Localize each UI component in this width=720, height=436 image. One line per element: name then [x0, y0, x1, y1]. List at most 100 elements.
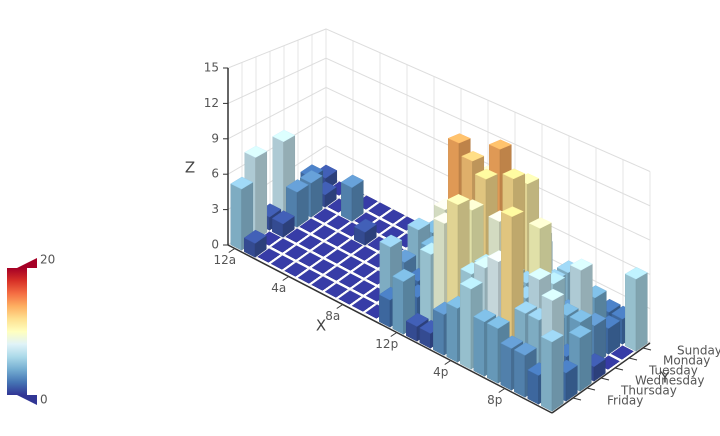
- bar-top: [474, 168, 498, 180]
- bar: [285, 228, 309, 243]
- bar-top: [325, 266, 349, 281]
- bar-top: [257, 248, 281, 263]
- bar: [325, 249, 349, 264]
- bar-front: [514, 349, 526, 398]
- x-tick: [390, 332, 398, 337]
- y-tick: [586, 387, 596, 391]
- bar: [353, 246, 377, 261]
- bar-top: [447, 133, 471, 144]
- x-axis: [227, 244, 553, 414]
- bar: [285, 179, 309, 228]
- bar: [352, 280, 376, 295]
- bar: [270, 255, 294, 270]
- bar: [313, 208, 337, 223]
- y-tick-label: Thursday: [620, 384, 677, 398]
- bar: [324, 283, 348, 298]
- grid-line: [227, 86, 651, 241]
- x-axis-name: X: [316, 317, 326, 335]
- bar-top: [351, 297, 375, 312]
- bar-top: [446, 194, 470, 205]
- bar: [368, 202, 392, 217]
- bar-top: [298, 252, 322, 267]
- visual-map-handle: [17, 395, 37, 405]
- x-tick-label: 8a: [325, 309, 340, 323]
- x-tick: [228, 248, 236, 253]
- y-tick-label: Wednesday: [635, 374, 704, 388]
- bar-front: [230, 183, 242, 251]
- bar-top: [569, 309, 593, 323]
- bar-front: [446, 302, 458, 363]
- x-tick: [444, 360, 452, 365]
- bar-top: [311, 276, 335, 291]
- bar: [297, 269, 321, 284]
- bar-top: [459, 276, 483, 290]
- bar-top: [473, 309, 497, 323]
- z-tick-label: 9: [211, 131, 219, 145]
- bar: [243, 229, 267, 258]
- bar: [338, 273, 362, 288]
- bar-top: [540, 329, 564, 343]
- bar-top: [569, 258, 593, 271]
- bar-top: [243, 229, 267, 244]
- bar-top: [312, 225, 336, 240]
- bar-top: [486, 315, 510, 329]
- bar-top: [528, 217, 552, 229]
- bar-side: [255, 150, 268, 241]
- bar: [271, 210, 295, 238]
- z-tick-label: 12: [204, 96, 219, 110]
- z-tick-label: 0: [211, 238, 219, 252]
- y-tick-label: Tuesday: [648, 364, 698, 378]
- bar: [325, 266, 349, 281]
- bar-top: [271, 238, 295, 253]
- bar: [339, 239, 363, 254]
- bar-front: [433, 308, 445, 356]
- labels: 0 3 6 9 12 15 12a 4a 8a 12p 4p 8p FridayThursdayWedn…: [204, 61, 720, 414]
- bar: [312, 242, 336, 257]
- bar: [257, 248, 281, 263]
- bar: [298, 235, 322, 250]
- bar: [298, 252, 322, 267]
- bar-top: [230, 176, 254, 190]
- bar: [381, 209, 405, 224]
- z-tick-label: 15: [204, 61, 219, 75]
- y-tick-label: Friday: [607, 394, 643, 408]
- bar-top: [624, 267, 648, 280]
- bar-top: [311, 259, 335, 274]
- bar-top: [338, 290, 362, 305]
- bar-top: [407, 217, 431, 231]
- bar: [311, 276, 335, 291]
- bar-top: [381, 209, 405, 224]
- bar: [540, 329, 564, 412]
- x-tick-label: 4p: [433, 365, 448, 379]
- bar-front: [392, 275, 404, 335]
- bar-top: [340, 174, 364, 188]
- y-tick-label: Sunday: [677, 344, 720, 358]
- bar: [339, 256, 363, 271]
- bar-top: [284, 262, 308, 277]
- y-tick: [642, 347, 652, 351]
- bar-front: [460, 283, 472, 370]
- bar-top: [352, 280, 376, 295]
- bar: [299, 218, 323, 233]
- visual-map-bar: [7, 268, 27, 395]
- bar: [340, 174, 364, 222]
- bar-top: [339, 239, 363, 254]
- bar: [610, 345, 634, 360]
- bar-top: [299, 170, 323, 184]
- x-tick-label: 4a: [271, 281, 286, 295]
- bar-side: [551, 334, 564, 412]
- bar: [284, 262, 308, 277]
- x-tick: [282, 276, 290, 281]
- bar-top: [352, 263, 376, 278]
- bar: [311, 259, 335, 274]
- bar-top: [339, 256, 363, 271]
- bar-top: [299, 218, 323, 233]
- bar-top: [285, 228, 309, 243]
- bar-top: [312, 242, 336, 257]
- x-tick-label: 12p: [375, 337, 398, 351]
- visual-map: 20 0: [7, 253, 55, 407]
- bar-front: [527, 369, 539, 405]
- bar-top: [325, 249, 349, 264]
- bar-front: [341, 181, 353, 222]
- bar-top: [541, 288, 565, 301]
